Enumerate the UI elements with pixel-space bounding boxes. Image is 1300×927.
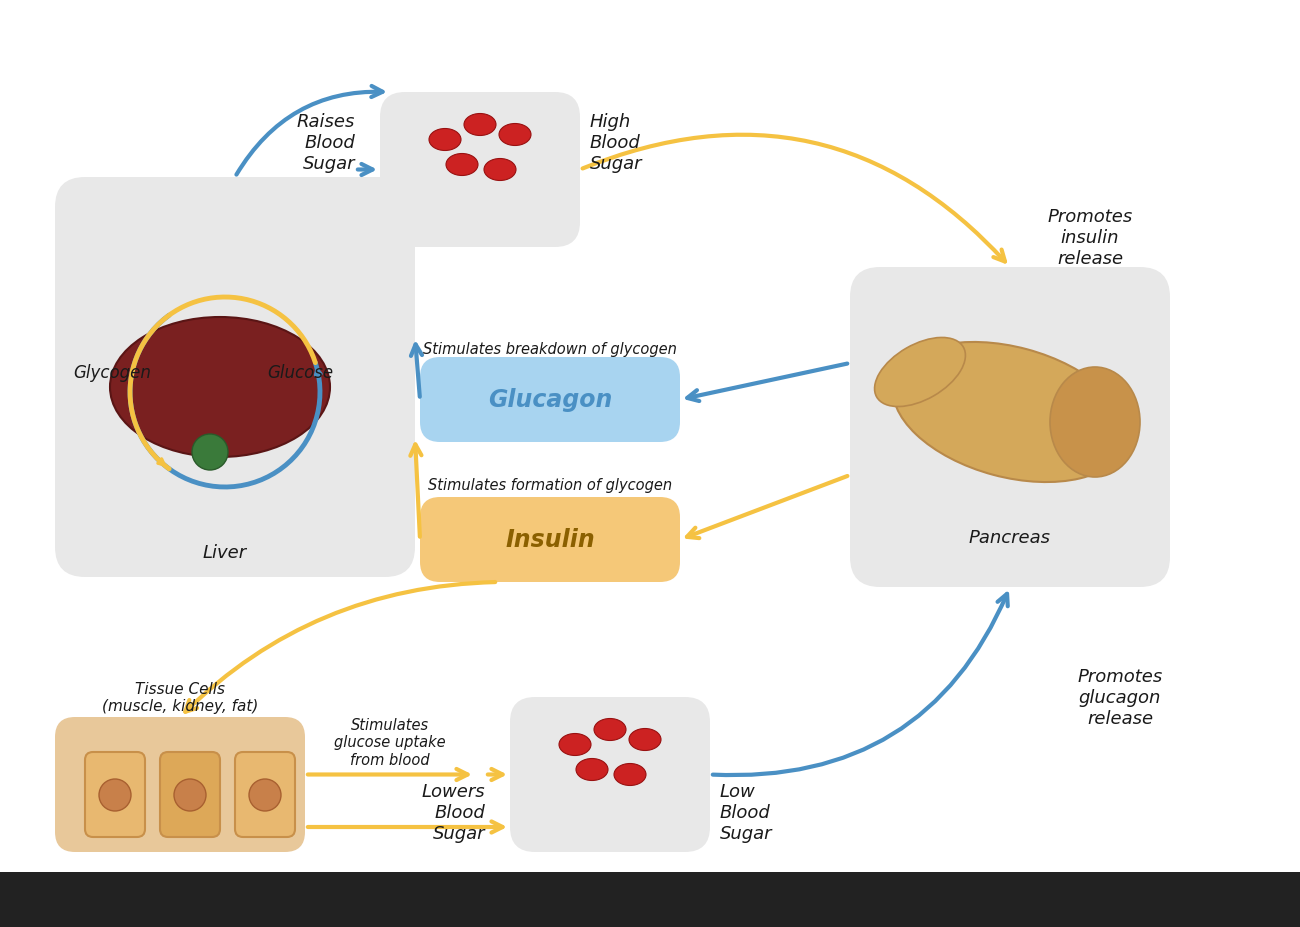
Circle shape bbox=[174, 780, 205, 811]
Text: Liver: Liver bbox=[203, 543, 247, 562]
FancyBboxPatch shape bbox=[380, 93, 580, 248]
Ellipse shape bbox=[499, 124, 530, 146]
Text: Glucose: Glucose bbox=[266, 363, 333, 382]
Text: Glycogen: Glycogen bbox=[73, 363, 151, 382]
Ellipse shape bbox=[1050, 368, 1140, 477]
Text: High
Blood
Sugar: High Blood Sugar bbox=[590, 113, 642, 172]
Circle shape bbox=[99, 780, 131, 811]
Ellipse shape bbox=[111, 318, 330, 458]
Text: Stimulates
glucose uptake
from blood: Stimulates glucose uptake from blood bbox=[334, 717, 446, 767]
Ellipse shape bbox=[614, 764, 646, 786]
FancyBboxPatch shape bbox=[510, 697, 710, 852]
Ellipse shape bbox=[629, 729, 660, 751]
Ellipse shape bbox=[559, 733, 592, 756]
FancyBboxPatch shape bbox=[235, 752, 295, 837]
Ellipse shape bbox=[446, 154, 478, 176]
Text: Glucagon: Glucagon bbox=[488, 388, 612, 413]
Text: Raises
Blood
Sugar: Raises Blood Sugar bbox=[296, 113, 355, 172]
Ellipse shape bbox=[429, 130, 461, 151]
FancyBboxPatch shape bbox=[55, 717, 306, 852]
Bar bbox=[0, 872, 1300, 927]
Text: Lowers
Blood
Sugar: Lowers Blood Sugar bbox=[421, 782, 485, 842]
Ellipse shape bbox=[594, 718, 627, 741]
Circle shape bbox=[192, 435, 227, 471]
Text: Stimulates formation of glycogen: Stimulates formation of glycogen bbox=[428, 478, 672, 493]
Circle shape bbox=[250, 780, 281, 811]
Text: Stimulates breakdown of glycogen: Stimulates breakdown of glycogen bbox=[422, 342, 677, 357]
Text: Insulin: Insulin bbox=[506, 528, 595, 552]
FancyBboxPatch shape bbox=[420, 498, 680, 582]
FancyBboxPatch shape bbox=[160, 752, 220, 837]
Ellipse shape bbox=[875, 338, 966, 407]
Ellipse shape bbox=[576, 758, 608, 781]
Text: Promotes
insulin
release: Promotes insulin release bbox=[1048, 208, 1132, 268]
FancyBboxPatch shape bbox=[84, 752, 146, 837]
Text: Pancreas: Pancreas bbox=[968, 528, 1050, 546]
Text: Low
Blood
Sugar: Low Blood Sugar bbox=[720, 782, 772, 842]
Ellipse shape bbox=[464, 114, 497, 136]
FancyBboxPatch shape bbox=[55, 178, 415, 578]
Ellipse shape bbox=[484, 159, 516, 182]
Ellipse shape bbox=[893, 343, 1127, 483]
Text: Tissue Cells
(muscle, kidney, fat): Tissue Cells (muscle, kidney, fat) bbox=[101, 681, 259, 714]
FancyBboxPatch shape bbox=[850, 268, 1170, 588]
Text: Promotes
glucagon
release: Promotes glucagon release bbox=[1078, 667, 1162, 727]
FancyBboxPatch shape bbox=[420, 358, 680, 442]
